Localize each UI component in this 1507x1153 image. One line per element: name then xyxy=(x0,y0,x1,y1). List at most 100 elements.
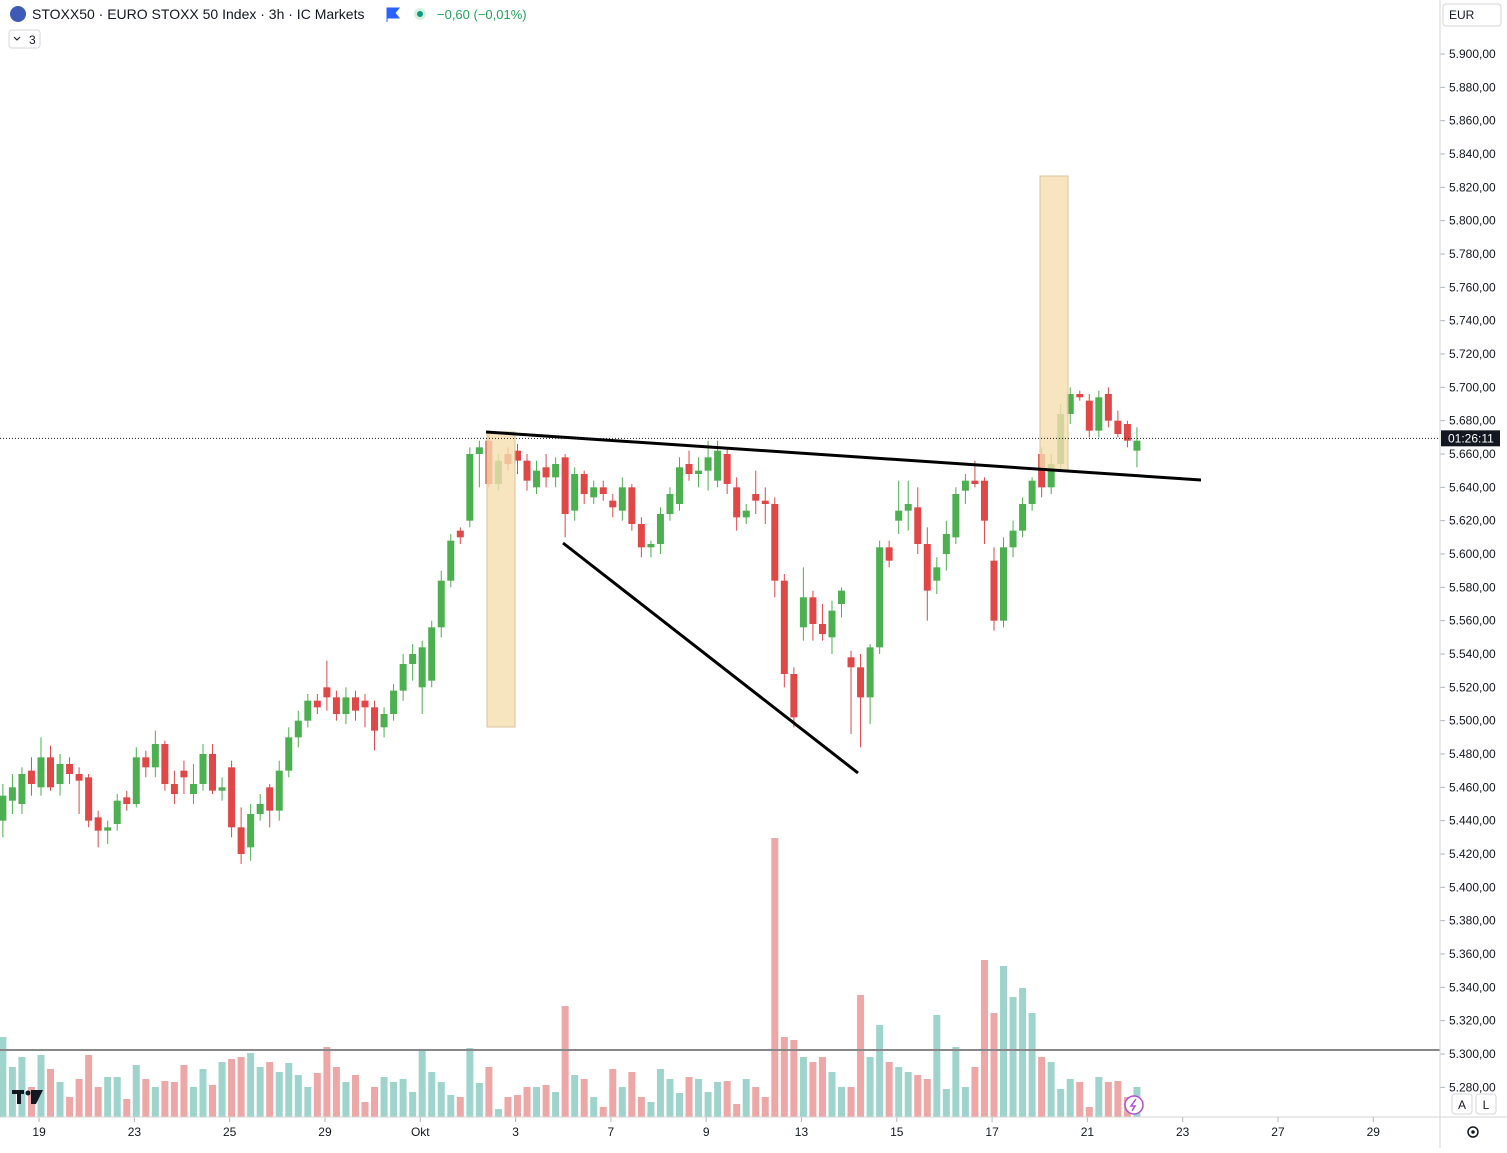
volume-bar xyxy=(113,1077,121,1117)
candle-body xyxy=(418,647,426,688)
volume-bar xyxy=(904,1072,912,1117)
candle-body xyxy=(266,787,274,811)
volume-bar xyxy=(56,1082,64,1117)
volume-bar xyxy=(380,1077,388,1117)
axes: 5.280,00 5.300,00 5.320,00 5.340,00 5.360,00… xyxy=(0,47,1500,1139)
volume-bar xyxy=(647,1102,655,1117)
candle-body xyxy=(47,757,55,788)
candle-body xyxy=(104,827,112,831)
volume-bar xyxy=(599,1107,607,1117)
chevron xyxy=(13,36,21,41)
candle-body xyxy=(799,597,807,628)
candle-body xyxy=(304,700,312,721)
candle-body xyxy=(513,450,521,461)
volume-bar xyxy=(0,1037,7,1117)
logo xyxy=(12,1090,43,1104)
indicator-toggle[interactable] xyxy=(8,29,41,49)
volume-bar xyxy=(742,1079,750,1117)
volume-bar xyxy=(475,1083,483,1117)
settings-icon xyxy=(1471,1130,1475,1134)
currency-button[interactable] xyxy=(1442,3,1502,27)
volume-bar xyxy=(161,1081,169,1117)
candle-body xyxy=(1000,547,1008,621)
candle-body xyxy=(971,480,979,484)
volume-bar xyxy=(1114,1081,1122,1117)
volume-bar xyxy=(733,1104,741,1117)
candle-body xyxy=(428,627,436,681)
volume-bar xyxy=(199,1069,207,1117)
volume-bar xyxy=(952,1047,960,1117)
candle-body xyxy=(27,770,35,784)
candle-body xyxy=(828,610,836,638)
candle-body xyxy=(542,467,550,478)
countdown-box xyxy=(1441,430,1500,447)
volume-bar xyxy=(790,1040,798,1117)
candle-body xyxy=(923,544,931,591)
candle-body xyxy=(1085,400,1093,431)
volume-bar xyxy=(390,1082,398,1117)
y-tick-label: 5.620,00 xyxy=(1449,514,1496,528)
candle-body xyxy=(275,770,283,811)
candle-body xyxy=(56,764,64,784)
candle-body xyxy=(75,774,83,781)
x-tick-label: 21 xyxy=(1081,1125,1095,1139)
candle-body xyxy=(199,754,207,784)
event-icon xyxy=(1129,1098,1137,1112)
volume-bar xyxy=(189,1087,197,1117)
x-tick-label: 27 xyxy=(1271,1125,1285,1139)
candle-body xyxy=(218,787,226,791)
x-tick-label: 29 xyxy=(1367,1125,1381,1139)
log-scale-button[interactable] xyxy=(1475,1093,1497,1115)
candle-body xyxy=(561,457,569,514)
volume-bar xyxy=(1028,1013,1036,1117)
y-tick-label: 5.760,00 xyxy=(1449,280,1496,294)
candle-body xyxy=(151,744,159,768)
candle-body xyxy=(371,707,379,731)
candle-body xyxy=(733,487,741,518)
button-label: A xyxy=(1458,1098,1466,1112)
volume-bar xyxy=(552,1092,560,1117)
volume-bar xyxy=(409,1092,417,1117)
candle-body xyxy=(618,487,626,511)
candle-body xyxy=(85,777,93,821)
candle-body xyxy=(952,494,960,538)
volume-bar xyxy=(942,1089,950,1117)
x-tick-label: 19 xyxy=(32,1125,46,1139)
candle-body xyxy=(599,487,607,494)
candle-body xyxy=(761,500,769,504)
candle-body xyxy=(847,657,855,668)
volume-bar xyxy=(75,1079,83,1117)
candle-body xyxy=(980,480,988,521)
volume-bar xyxy=(838,1087,846,1117)
candle-body xyxy=(351,697,359,711)
y-tick-label: 5.400,00 xyxy=(1449,880,1496,894)
volume-bar xyxy=(675,1093,683,1117)
y-tick-label: 5.280,00 xyxy=(1449,1080,1496,1094)
volume-bar xyxy=(447,1095,455,1117)
candle-body xyxy=(1123,424,1131,441)
candle-body xyxy=(942,534,950,554)
candle-body xyxy=(256,804,264,814)
y-tick-label: 5.460,00 xyxy=(1449,780,1496,794)
y-tick-label: 5.700,00 xyxy=(1449,380,1496,394)
candle-body xyxy=(247,814,255,848)
volume-bar xyxy=(351,1075,359,1117)
y-tick-label: 5.820,00 xyxy=(1449,180,1496,194)
settings-icon[interactable] xyxy=(1467,1126,1479,1138)
candle-body xyxy=(332,697,340,714)
auto-scale-button[interactable] xyxy=(1451,1093,1473,1115)
candle-body xyxy=(990,560,998,621)
volume-bar xyxy=(494,1109,502,1117)
volume-bar xyxy=(580,1079,588,1117)
volume-bar xyxy=(618,1087,626,1117)
candle-body xyxy=(637,524,645,548)
candle-body xyxy=(456,530,464,538)
candle-body xyxy=(409,654,417,664)
event-icon[interactable] xyxy=(1124,1095,1144,1115)
volume-bar xyxy=(285,1063,293,1117)
y-tick-label: 5.740,00 xyxy=(1449,314,1496,328)
volume-bar xyxy=(209,1085,217,1117)
volume-bar xyxy=(237,1057,245,1117)
volume-bar xyxy=(313,1073,321,1117)
volume-bar xyxy=(266,1062,274,1117)
